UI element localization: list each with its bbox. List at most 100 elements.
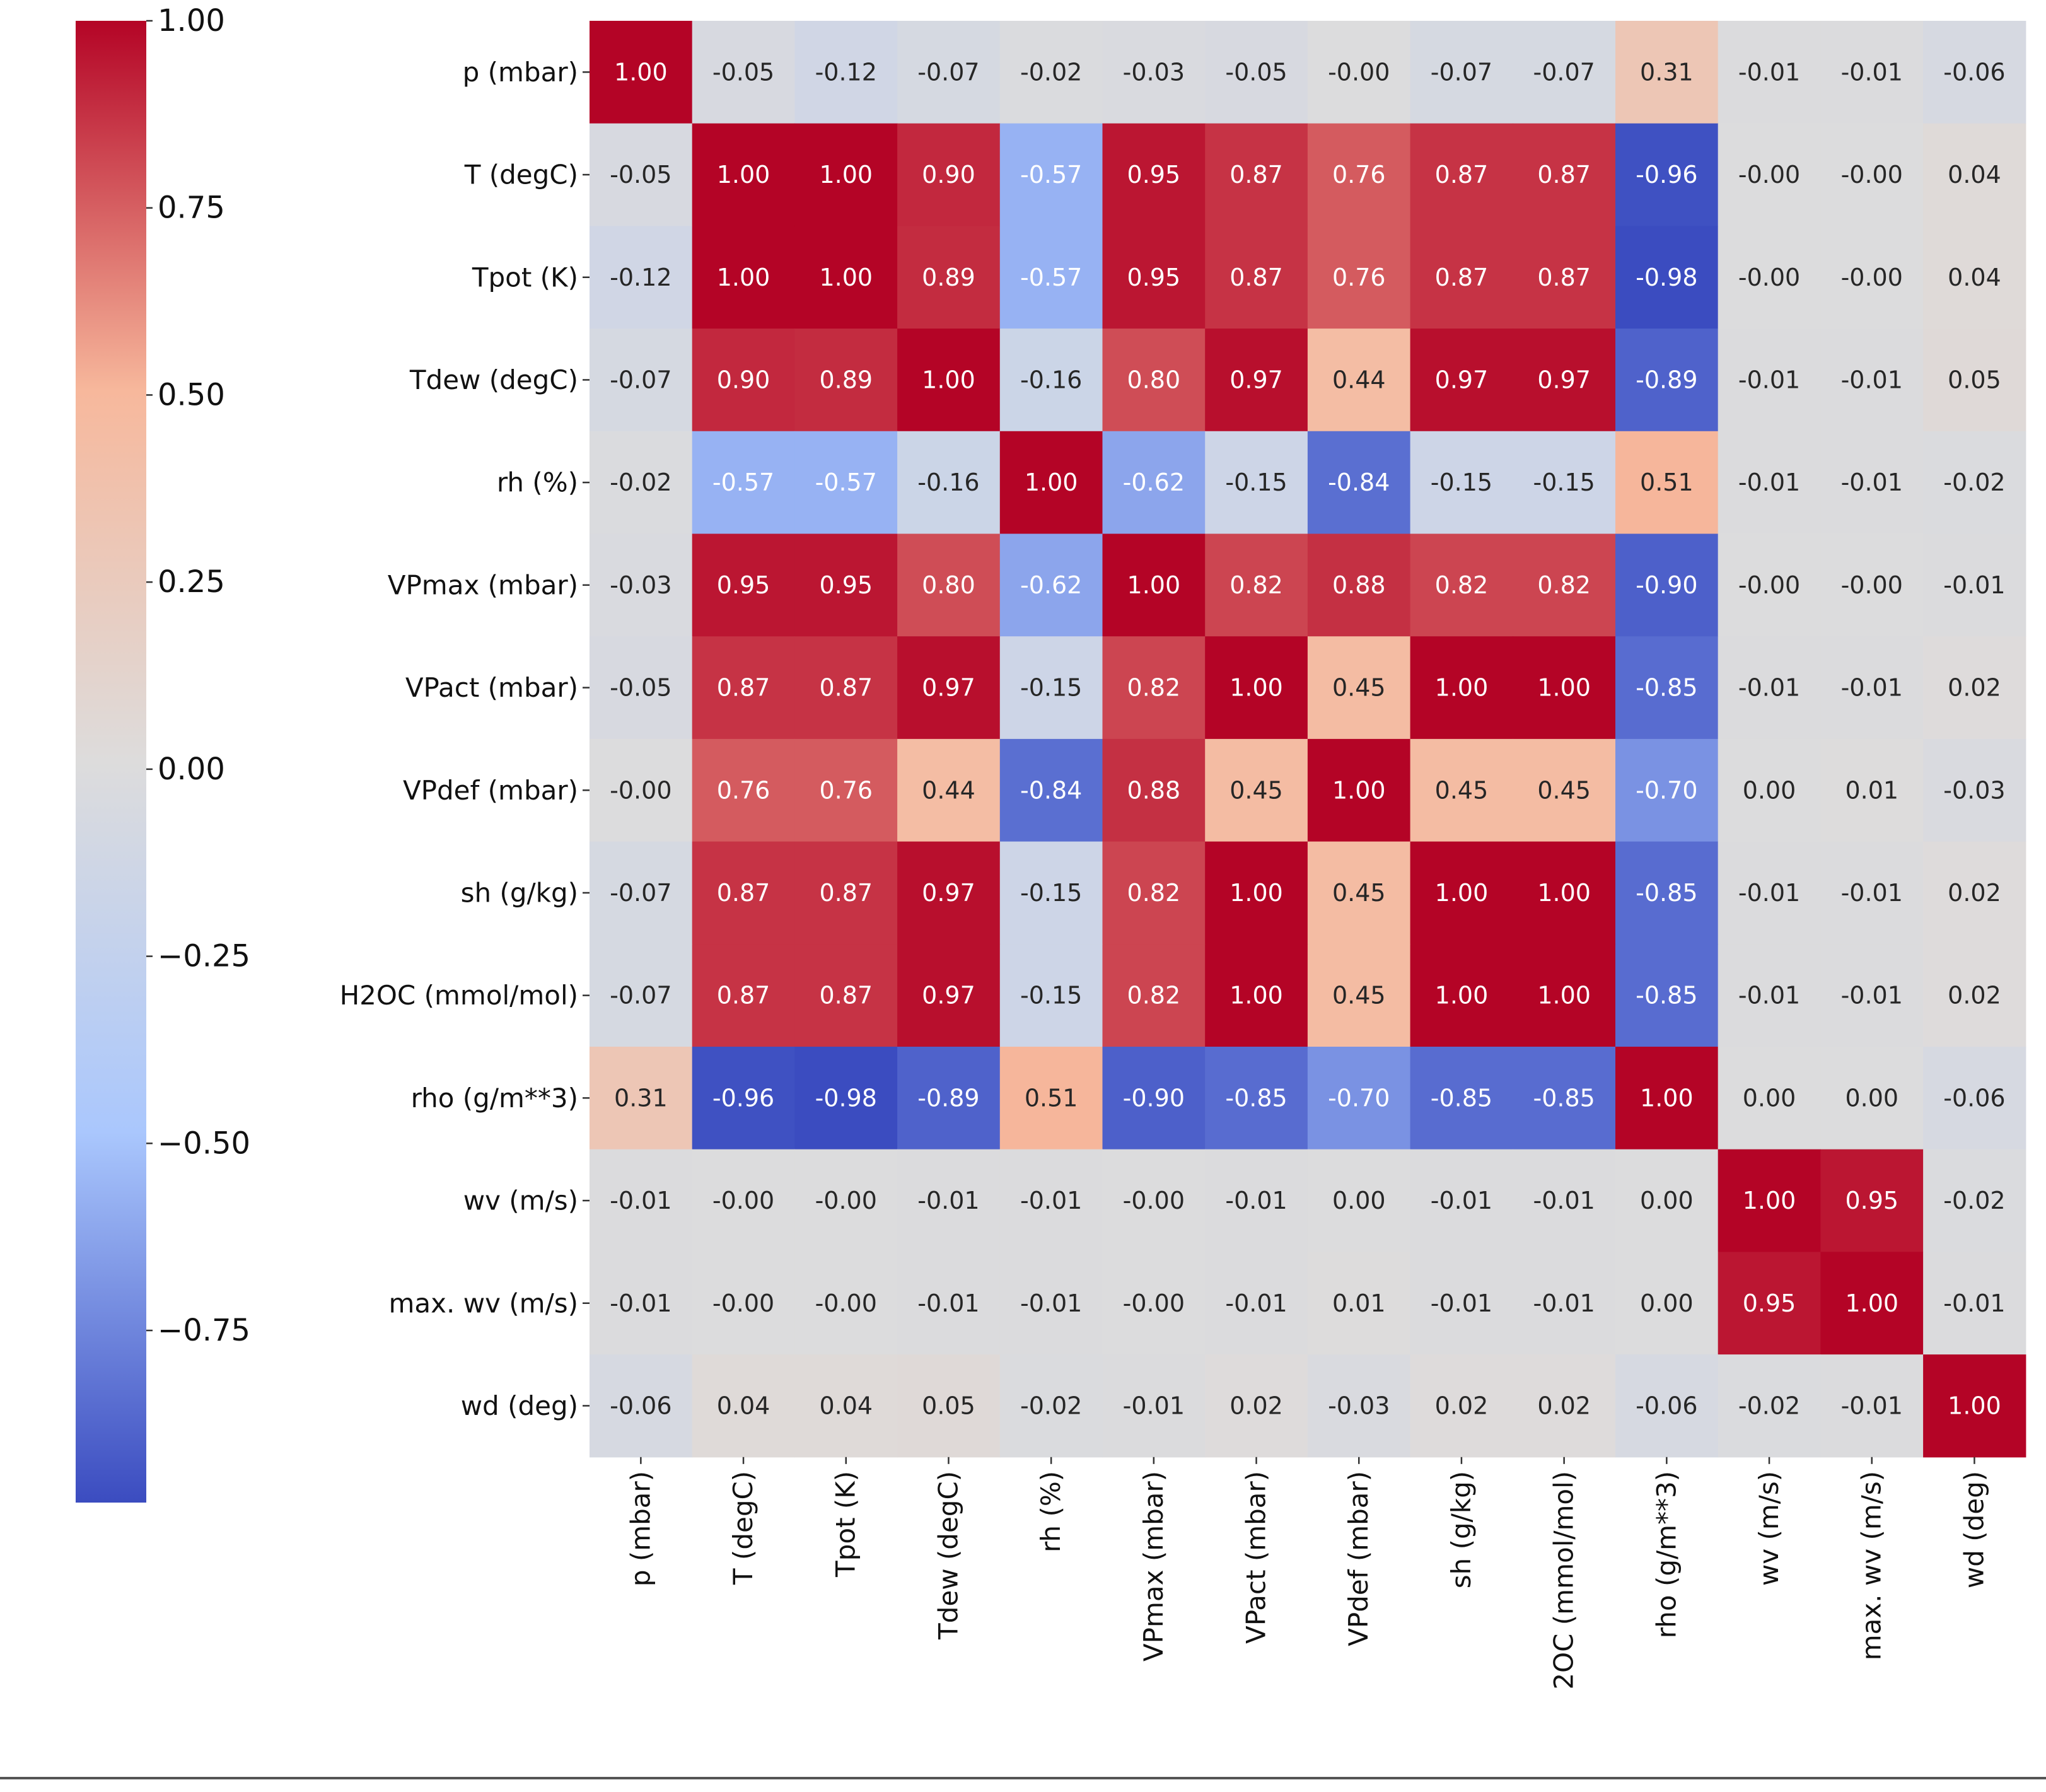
cell-value-label: 1.00 — [1537, 674, 1591, 702]
heatmap-cell — [590, 1047, 693, 1150]
heatmap-cell — [794, 21, 898, 124]
y-tick-label: max. wv (m/s) — [389, 1288, 578, 1318]
cell-value-label: -0.16 — [1020, 366, 1082, 393]
heatmap-cell — [999, 738, 1103, 842]
heatmap-cell — [1205, 841, 1308, 945]
cell-value-label: -0.01 — [917, 1289, 979, 1317]
heatmap-cell — [1513, 431, 1616, 535]
y-axis: p (mbar) T (degC) Tpot (K) Tdew (degC) rh (%… — [340, 57, 590, 1421]
heatmap-cell — [1513, 944, 1616, 1047]
heatmap-cell — [1513, 329, 1616, 432]
cell-value-label: -0.00 — [1841, 161, 1903, 189]
cell-value-label: 0.97 — [922, 879, 975, 907]
cell-value-label: -0.01 — [1943, 571, 2005, 599]
colorbar: 1.00 0.75 0.50 0.25 0.00 −0.25 −0.50 −0.75 — [76, 3, 250, 1503]
heatmap-cell — [1410, 21, 1513, 124]
cell-value-label: -0.02 — [1020, 58, 1082, 86]
cell-value-label: -0.02 — [1020, 1392, 1082, 1419]
heatmap-cell — [1820, 226, 1924, 329]
heatmap-cell — [897, 738, 1001, 842]
y-tick-label: rh (%) — [497, 467, 578, 498]
heatmap-cell — [1615, 123, 1719, 226]
heatmap-cell — [1205, 21, 1308, 124]
cell-value-label: 0.05 — [922, 1392, 975, 1419]
heatmap-cell — [1615, 533, 1719, 637]
cell-value-label: -0.07 — [610, 366, 671, 393]
heatmap-cell — [999, 123, 1103, 226]
cell-value-label: -0.01 — [1225, 1289, 1287, 1317]
cell-value-label: -0.01 — [610, 1289, 671, 1317]
heatmap-cell — [1820, 1252, 1924, 1355]
heatmap-cell — [897, 21, 1001, 124]
cell-value-label: 1.00 — [1537, 879, 1591, 907]
cell-value-label: 0.01 — [1332, 1289, 1386, 1317]
cell-value-label: 0.82 — [1229, 571, 1283, 599]
heatmap-cell — [1102, 431, 1206, 535]
cell-value-label: -0.85 — [1225, 1084, 1287, 1112]
heatmap-cell — [1205, 1149, 1308, 1252]
heatmap-cell — [590, 431, 693, 535]
heatmap-cell — [1923, 329, 2026, 432]
heatmap-cell — [1923, 226, 2026, 329]
heatmap-cell — [1615, 1252, 1719, 1355]
cell-value-label: 0.04 — [717, 1392, 770, 1419]
cell-value-label: -0.00 — [1738, 571, 1800, 599]
heatmap-cell — [590, 329, 693, 432]
heatmap-cell — [692, 226, 795, 329]
heatmap-cell — [1410, 1252, 1513, 1355]
cell-value-label: -0.01 — [1841, 1392, 1903, 1419]
cell-value-label: -0.01 — [1738, 58, 1800, 86]
y-tick-label: VPmax (mbar) — [388, 569, 578, 600]
heatmap-cell — [897, 636, 1001, 740]
heatmap-cell — [1718, 533, 1821, 637]
heatmap-cell — [1410, 944, 1513, 1047]
heatmap-cell — [1513, 1047, 1616, 1150]
cell-value-label: -0.03 — [1328, 1392, 1390, 1419]
heatmap-cell — [999, 1149, 1103, 1252]
y-tick-label: sh (g/kg) — [461, 877, 578, 908]
heatmap-cell — [1615, 21, 1719, 124]
heatmap-cell — [1513, 636, 1616, 740]
heatmap-cell — [999, 636, 1103, 740]
cell-value-label: -0.15 — [1533, 468, 1595, 496]
cell-value-label: -0.01 — [1943, 1289, 2005, 1317]
cell-value-label: 1.00 — [1127, 571, 1181, 599]
heatmap-cell — [692, 1149, 795, 1252]
colorbar-gradient — [76, 21, 146, 1503]
cell-value-label: 0.02 — [1948, 674, 2001, 702]
cell-value-label: 0.44 — [922, 776, 975, 804]
cell-value-label: 0.00 — [1743, 776, 1796, 804]
cell-value-label: 0.04 — [1948, 264, 2001, 291]
heatmap-cell — [999, 431, 1103, 535]
heatmap-cell — [1615, 944, 1719, 1047]
heatmap-cell — [1718, 1047, 1821, 1150]
cell-value-label: -0.70 — [1636, 776, 1697, 804]
colorbar-tick-label: 0.50 — [158, 377, 225, 412]
cell-value-label: -0.85 — [1431, 1084, 1492, 1112]
cell-value-label: -0.85 — [1636, 982, 1697, 1009]
heatmap-cell — [1820, 431, 1924, 535]
cell-value-label: -0.05 — [1225, 58, 1287, 86]
heatmap-cell — [590, 21, 693, 124]
heatmap-cells — [590, 21, 2026, 1458]
heatmap-cell — [1820, 841, 1924, 945]
cell-value-label: 0.00 — [1845, 1084, 1898, 1112]
heatmap-cell — [1102, 944, 1206, 1047]
cell-value-label: 0.87 — [1435, 264, 1489, 291]
heatmap-cell — [897, 841, 1001, 945]
heatmap-cell — [1410, 738, 1513, 842]
cell-value-label: 0.95 — [1127, 161, 1181, 189]
heatmap-cell — [1410, 1354, 1513, 1458]
heatmap-cell — [999, 226, 1103, 329]
heatmap-cell — [1615, 738, 1719, 842]
heatmap-cell — [1205, 738, 1308, 842]
heatmap-cell — [1307, 944, 1411, 1047]
cell-value-label: -0.90 — [1123, 1084, 1185, 1112]
heatmap-cell — [1923, 636, 2026, 740]
heatmap-cell — [794, 636, 898, 740]
x-tick-label: VPmax (mbar) — [1138, 1471, 1169, 1661]
cell-value-label: 0.88 — [1332, 571, 1386, 599]
heatmap-cell — [1513, 21, 1616, 124]
heatmap-cell — [1820, 944, 1924, 1047]
heatmap-cell — [1410, 123, 1513, 226]
